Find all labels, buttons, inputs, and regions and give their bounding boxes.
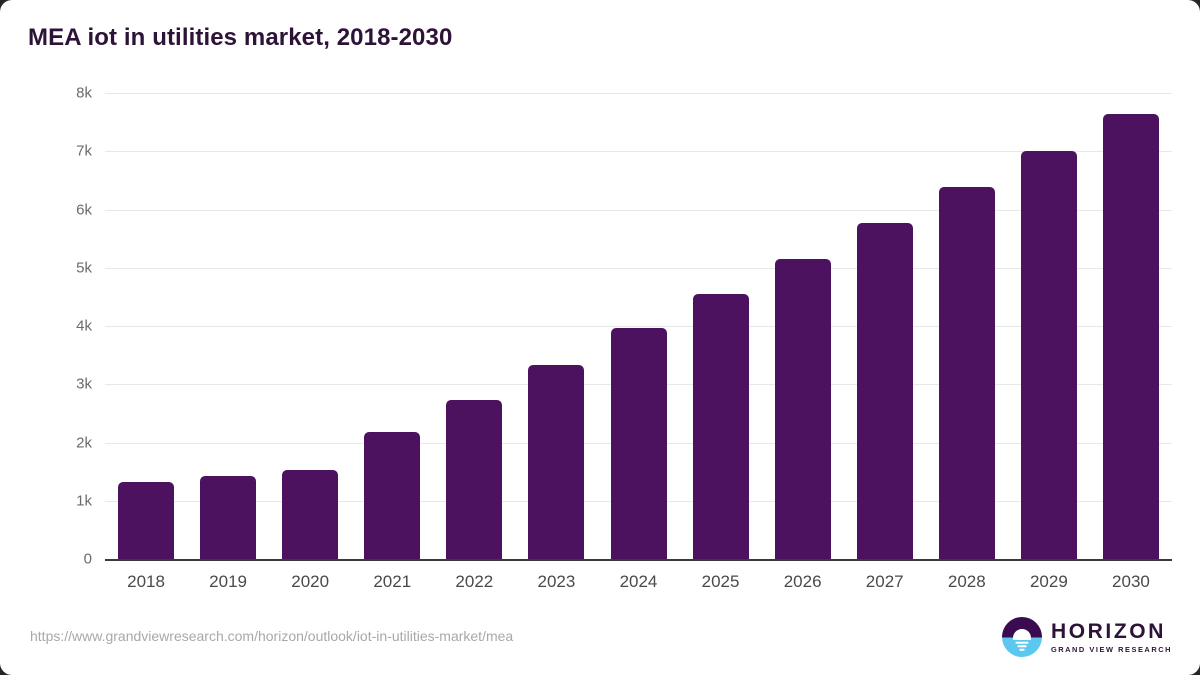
x-tick-label: 2018 [127,572,165,591]
bar-column[interactable] [446,93,503,559]
bar[interactable] [692,293,749,559]
bar-column[interactable] [610,93,667,559]
logo-tagline: GRAND VIEW RESEARCH [1050,644,1172,654]
bar-column[interactable] [692,93,749,559]
page-title: MEA iot in utilities market, 2018-2030 [28,24,453,51]
horizon-logo[interactable]: HORIZON GRAND VIEW RESEARCH [1001,616,1172,658]
bar[interactable] [610,328,667,559]
gridline [105,267,1172,269]
y-tick-label: 3k [76,375,92,393]
bar[interactable] [282,469,339,559]
y-tick-label: 7k [76,142,92,160]
y-tick-label: 8k [76,84,92,102]
bar[interactable] [118,482,175,559]
gridline [105,151,1172,153]
logo-wordmark: HORIZON [1050,619,1166,643]
logo-text: HORIZON GRAND VIEW RESEARCH [1051,621,1172,653]
source-url[interactable]: https://www.grandviewresearch.com/horizo… [30,628,514,644]
bar[interactable] [528,365,585,559]
x-tick-label: 2021 [373,572,412,591]
bar-column[interactable] [200,93,257,559]
x-tick-label: 2029 [1029,572,1068,591]
bar[interactable] [200,476,257,559]
bar[interactable] [364,432,421,559]
bar-column[interactable] [1102,93,1159,559]
x-axis-line [105,559,1172,561]
bar-column[interactable] [118,93,175,559]
x-tick-label: 2020 [291,572,330,591]
horizon-mark-icon [1001,617,1042,657]
gridline [105,93,1172,94]
bar[interactable] [938,186,995,559]
x-tick-label: 2025 [701,572,740,591]
x-tick-label: 2028 [947,572,986,591]
bar[interactable] [446,399,503,559]
bar-column[interactable] [528,93,585,559]
y-tick-label: 2k [76,434,92,451]
bar-column[interactable] [938,93,995,559]
bar[interactable] [856,222,913,559]
bar-column[interactable] [364,93,421,559]
y-tick-label: 4k [76,317,92,335]
bar-series [105,93,1172,559]
x-tick-label: 2024 [619,572,658,591]
bar-column[interactable] [774,93,831,559]
bar[interactable] [1020,150,1077,559]
x-tick-label: 2030 [1112,572,1150,591]
bar-column[interactable] [282,93,339,559]
bar-column[interactable] [856,93,913,559]
y-tick-label: 1k [76,492,92,510]
y-tick-label: 5k [76,259,92,277]
gridline [105,326,1172,327]
gridline [105,209,1172,211]
bar[interactable] [774,259,831,559]
x-tick-label: 2019 [209,572,247,591]
x-tick-label: 2022 [455,572,494,591]
x-tick-label: 2027 [865,572,904,591]
bar-column[interactable] [1020,93,1077,559]
y-tick-label: 0 [83,550,92,568]
y-tick-label: 6k [76,201,92,218]
x-tick-label: 2023 [537,572,576,591]
bar[interactable] [1102,113,1159,559]
x-tick-label: 2026 [783,572,822,591]
